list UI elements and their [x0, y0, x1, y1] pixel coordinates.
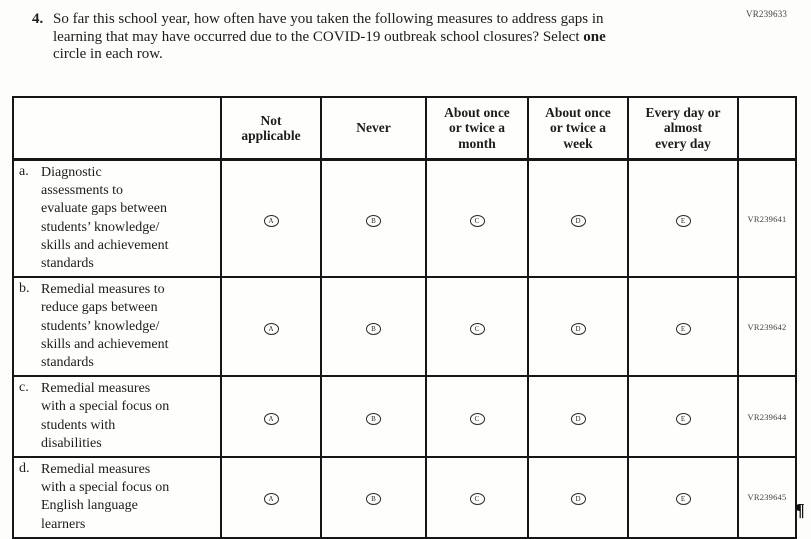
cell-b-every-day: E — [627, 276, 739, 378]
table-row-b: b. Remedial measures to reduce gaps betw… — [12, 276, 797, 378]
cell-b-once-twice-month: C — [425, 276, 529, 378]
row-letter: c. — [19, 380, 29, 396]
pilcrow-mark: ¶ — [795, 500, 805, 520]
option-circle-c[interactable]: C — [469, 412, 485, 425]
cell-b-once-twice-week: D — [527, 276, 629, 378]
option-circle-e[interactable]: E — [675, 412, 691, 425]
option-circle-e[interactable]: E — [675, 214, 691, 227]
row-letter: b. — [19, 281, 30, 297]
option-circle-c[interactable]: C — [469, 322, 485, 335]
option-circle-c[interactable]: C — [469, 493, 485, 506]
option-circle-d[interactable]: D — [570, 493, 586, 506]
table-row-a: a. Diagnostic assessments to evaluate ga… — [12, 158, 797, 279]
vr-code: VR239644 — [737, 375, 797, 459]
option-circle-e[interactable]: E — [675, 322, 691, 335]
row-text: Remedial measures with a special focus o… — [41, 462, 170, 532]
row-text: Diagnostic assessments to evaluate gaps … — [41, 165, 169, 272]
question-bold-word: one — [583, 28, 606, 45]
row-letter: d. — [19, 461, 30, 477]
row-letter: a. — [19, 164, 29, 179]
row-text: Remedial measures to reduce gaps between… — [41, 282, 169, 371]
cell-a-never: B — [320, 158, 427, 279]
cell-d-once-twice-month: C — [425, 456, 529, 539]
cell-a-every-day: E — [627, 158, 739, 279]
row-label-b: b. Remedial measures to reduce gaps betw… — [12, 276, 222, 378]
header-code-blank — [737, 96, 797, 161]
cell-c-never: B — [320, 375, 427, 459]
question-text-part1: So far this school year, how often have … — [53, 11, 604, 45]
cell-c-not-applicable: A — [220, 375, 322, 459]
vr-code: VR239642 — [737, 276, 797, 378]
option-circle-b[interactable]: B — [366, 214, 381, 227]
cell-b-not-applicable: A — [220, 276, 322, 378]
header-never: Never — [320, 96, 427, 161]
row-label-c: c. Remedial measures with a special focu… — [12, 375, 222, 459]
option-circle-b[interactable]: B — [366, 322, 381, 335]
header-once-twice-month: About once or twice a month — [425, 96, 529, 161]
cell-a-once-twice-month: C — [425, 158, 529, 279]
form-code: VR239633 — [746, 9, 788, 19]
option-circle-b[interactable]: B — [366, 412, 381, 425]
header-row: Not applicable Never About once or twice… — [12, 96, 797, 161]
cell-a-not-applicable: A — [220, 158, 322, 279]
header-every-day: Every day or almost every day — [627, 96, 739, 161]
option-circle-c[interactable]: C — [469, 214, 485, 227]
question-number: 4. — [32, 11, 44, 27]
option-circle-b[interactable]: B — [366, 493, 381, 506]
cell-a-once-twice-week: D — [527, 158, 629, 279]
row-label-a: a. Diagnostic assessments to evaluate ga… — [12, 158, 222, 279]
table-row-c: c. Remedial measures with a special focu… — [12, 375, 797, 459]
option-circle-d[interactable]: D — [570, 322, 586, 335]
row-label-d: d. Remedial measures with a special focu… — [12, 456, 222, 539]
row-text: Remedial measures with a special focus o… — [41, 381, 170, 451]
vr-code: VR239645 — [737, 456, 797, 539]
vr-code: VR239641 — [737, 158, 797, 279]
option-circle-a[interactable]: A — [263, 412, 279, 425]
cell-c-once-twice-month: C — [425, 375, 529, 459]
header-not-applicable: Not applicable — [220, 96, 322, 161]
cell-b-never: B — [320, 276, 427, 378]
option-circle-d[interactable]: D — [570, 214, 586, 227]
option-circle-e[interactable]: E — [675, 493, 691, 506]
question-text: So far this school year, how often have … — [53, 11, 638, 64]
option-circle-a[interactable]: A — [263, 214, 279, 227]
cell-c-once-twice-week: D — [527, 375, 629, 459]
header-once-twice-week: About once or twice a week — [527, 96, 629, 161]
option-circle-d[interactable]: D — [570, 412, 586, 425]
cell-c-every-day: E — [627, 375, 739, 459]
option-circle-a[interactable]: A — [263, 322, 279, 335]
question-block: 4. So far this school year, how often ha… — [32, 11, 672, 64]
question-text-part2: circle in each row. — [53, 46, 163, 62]
option-circle-a[interactable]: A — [263, 493, 279, 506]
header-blank — [12, 96, 222, 161]
cell-d-not-applicable: A — [220, 456, 322, 539]
response-grid: Not applicable Never About once or twice… — [12, 96, 797, 539]
cell-d-never: B — [320, 456, 427, 539]
